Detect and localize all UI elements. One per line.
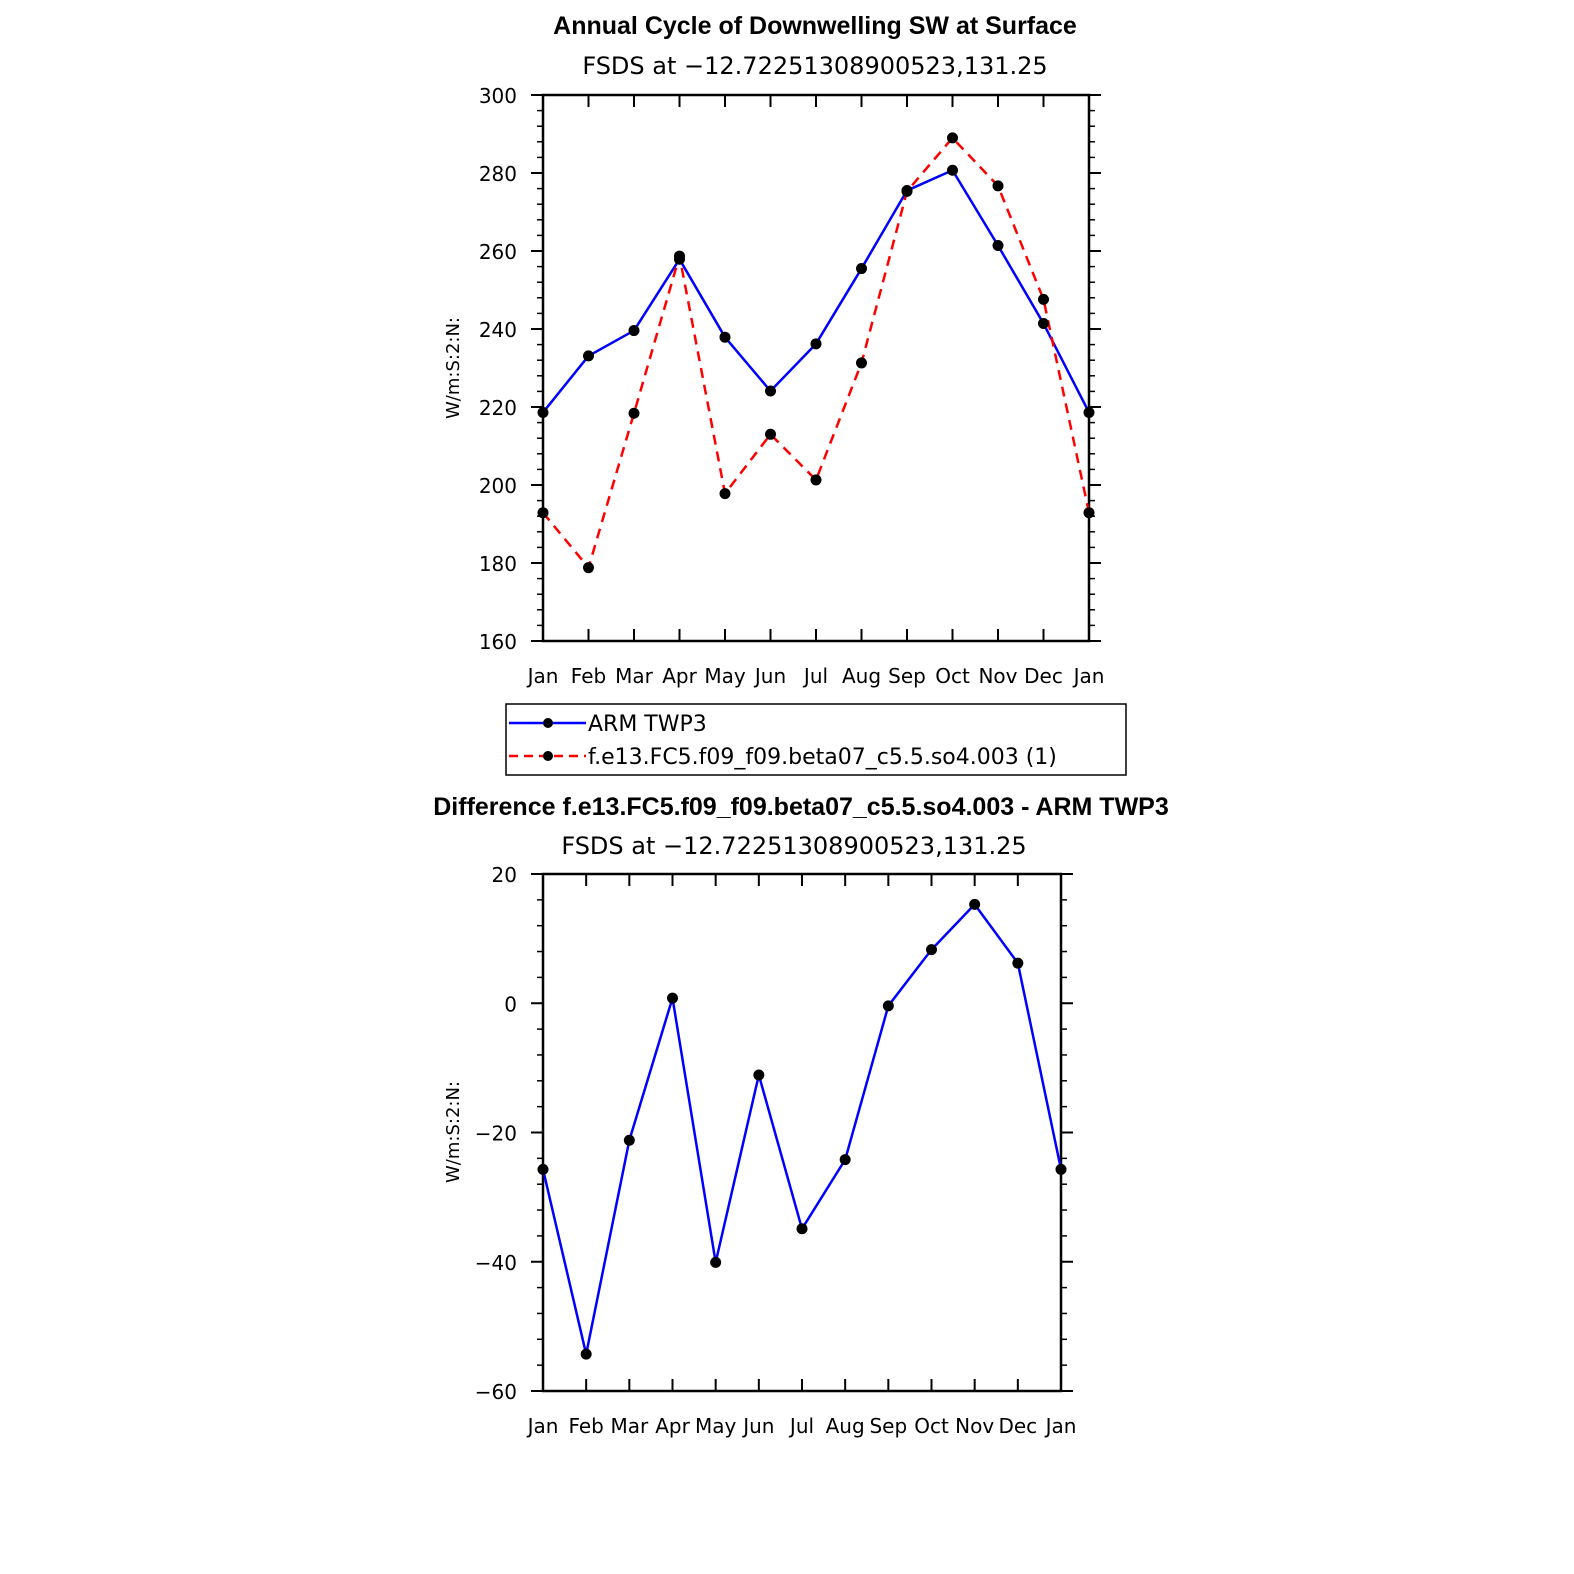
series-0-point (1012, 957, 1024, 969)
series-1-point (1038, 293, 1049, 305)
legend-box (505, 703, 1127, 776)
legend-label-model: f.e13.FC5.f09_f09.beta07_c5.5.so4.003 (1… (588, 745, 1057, 770)
x-tick-label: Sep (869, 1414, 907, 1438)
y-tick-label: 160 (479, 630, 517, 654)
series-1-point (583, 562, 594, 574)
series-1-point (765, 428, 776, 440)
x-tick-label: Feb (571, 664, 606, 688)
series-0-point (583, 350, 594, 362)
y-tick-label: 0 (504, 992, 517, 1016)
y-tick-label: −20 (475, 1122, 517, 1146)
series-0-point (628, 325, 640, 337)
chart1-subtitle: FSDS at −12.72251308900523,131.25 (582, 52, 1047, 80)
y-tick-label: −40 (475, 1251, 517, 1275)
series-1-point (901, 185, 913, 197)
chart1-frame (541, 93, 1091, 643)
x-tick-label: Apr (662, 664, 697, 688)
legend-label-arm: ARM TWP3 (588, 712, 707, 737)
x-tick-label: Mar (610, 1414, 649, 1438)
series-line-1 (542, 136, 1091, 569)
x-tick-label: Oct (914, 1414, 949, 1438)
y-tick-label: −60 (475, 1380, 517, 1404)
legend-marker-arm (543, 718, 553, 728)
series-line-0 (542, 169, 1091, 414)
y-tick-label: 200 (479, 474, 517, 498)
x-tick-label: Jan (526, 664, 559, 688)
x-tick-label: Nov (978, 664, 1017, 688)
y-tick-label: 20 (492, 863, 517, 887)
series-1-point (992, 180, 1004, 192)
legend-marker-model (543, 751, 553, 761)
series-0-point (1038, 318, 1049, 330)
series-0-point (796, 1223, 808, 1235)
annual-cycle-chart: Annual Cycle of Downwelling SW at Surfac… (443, 12, 1127, 776)
series-0-point (839, 1154, 851, 1166)
series-0-point (969, 898, 981, 910)
series-0-point (623, 1134, 635, 1146)
series-1-point (810, 474, 822, 486)
series-0-point (810, 338, 822, 350)
x-tick-label: Jan (526, 1414, 559, 1438)
x-tick-label: Oct (935, 664, 970, 688)
y-tick-label: 260 (479, 240, 517, 264)
series-1-point (719, 488, 731, 500)
x-tick-label: Sep (888, 664, 926, 688)
x-tick-label: Jan (1044, 1414, 1077, 1438)
x-tick-label: Aug (826, 1414, 865, 1438)
series-1-point (674, 250, 685, 262)
chart2-frame (541, 872, 1063, 1393)
series-0-point (856, 263, 867, 275)
y-tick-label: 280 (479, 162, 517, 186)
chart2-title: Difference f.e13.FC5.f09_f09.beta07_c5.5… (433, 793, 1169, 821)
series-0-point (719, 331, 731, 343)
series-0-point (765, 385, 776, 397)
series-1-point (537, 507, 549, 519)
x-tick-label: Aug (842, 664, 881, 688)
x-tick-label: May (704, 664, 746, 688)
x-tick-label: Jul (788, 1414, 814, 1438)
x-tick-label: Dec (1024, 664, 1063, 688)
x-tick-label: Mar (615, 664, 654, 688)
chart2-subtitle: FSDS at −12.72251308900523,131.25 (561, 832, 1026, 860)
difference-chart: Difference f.e13.FC5.f09_f09.beta07_c5.5… (433, 793, 1169, 1438)
series-1-point (628, 407, 640, 419)
y-tick-label: 180 (479, 552, 517, 576)
x-tick-label: Apr (655, 1414, 690, 1438)
series-1-point (1083, 507, 1095, 519)
chart1-title: Annual Cycle of Downwelling SW at Surfac… (553, 12, 1077, 40)
series-0-point (992, 240, 1004, 252)
y-tick-label: 220 (479, 396, 517, 420)
y-tick-label: 240 (479, 318, 517, 342)
x-tick-label: Feb (568, 1414, 603, 1438)
x-tick-label: Dec (998, 1414, 1037, 1438)
series-0-point (667, 992, 678, 1004)
series-line-0 (541, 903, 1063, 1356)
x-tick-label: Jul (802, 664, 828, 688)
chart1-legend: ARM TWP3 f.e13.FC5.f09_f09.beta07_c5.5.s… (505, 703, 1127, 776)
series-0-point (580, 1348, 592, 1360)
x-tick-label: Jan (1072, 664, 1105, 688)
series-0-point (1055, 1163, 1067, 1175)
series-0-point (1083, 406, 1095, 418)
series-0-point (947, 164, 958, 176)
series-0-point (926, 944, 937, 956)
series-1-point (947, 132, 958, 144)
x-tick-label: Jun (753, 664, 786, 688)
series-0-point (537, 406, 549, 418)
chart1-ylabel: W/m:S:2:N: (443, 317, 464, 419)
series-0-point (537, 1163, 549, 1175)
x-tick-label: May (695, 1414, 737, 1438)
series-1-point (856, 357, 867, 369)
series-0-point (882, 1000, 894, 1012)
series-0-point (710, 1256, 722, 1268)
chart2-ylabel: W/m:S:2:N: (443, 1081, 464, 1183)
x-tick-label: Jun (741, 1414, 774, 1438)
x-tick-label: Nov (955, 1414, 994, 1438)
series-0-point (753, 1069, 765, 1081)
y-tick-label: 300 (479, 84, 517, 108)
